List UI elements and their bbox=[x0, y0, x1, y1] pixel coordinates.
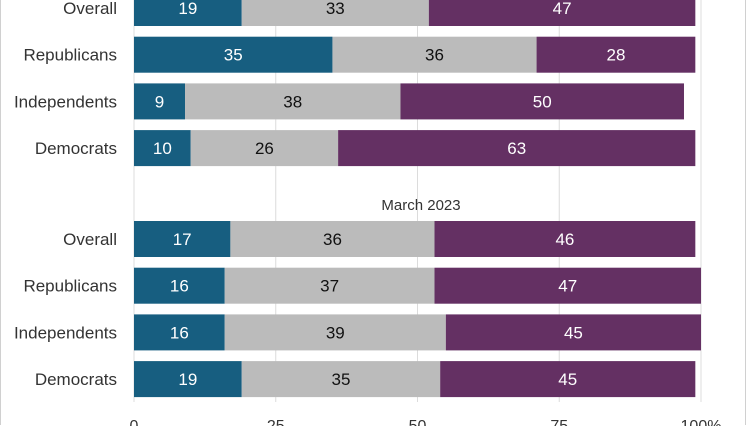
data-label: 36 bbox=[323, 230, 342, 249]
bar-segment bbox=[134, 361, 242, 398]
x-tick-label: 100% bbox=[681, 418, 722, 426]
bar-segment bbox=[134, 130, 191, 167]
x-tick-label: 0 bbox=[130, 418, 139, 426]
bar-segment bbox=[428, 0, 696, 26]
group-title: March 2023 bbox=[381, 197, 460, 214]
category-labels: Overall Republicans Independents Democrats M… bbox=[14, 0, 461, 389]
data-label: 46 bbox=[555, 230, 574, 249]
category-label: Independents bbox=[14, 92, 117, 111]
data-label: 28 bbox=[606, 46, 625, 65]
bar-segment bbox=[434, 221, 696, 257]
category-label: Democrats bbox=[35, 370, 117, 389]
x-tick-label: 25 bbox=[267, 418, 285, 426]
data-label: 63 bbox=[507, 139, 526, 158]
category-label: Republicans bbox=[23, 277, 117, 296]
bar-segment bbox=[241, 0, 429, 26]
x-tick-labels: 0 25 50 75 100% bbox=[130, 418, 722, 426]
data-label: 38 bbox=[283, 92, 302, 111]
data-label: 47 bbox=[553, 0, 572, 18]
bar-segment bbox=[185, 83, 401, 120]
bar-segment bbox=[134, 267, 225, 304]
bar-segment bbox=[190, 130, 339, 167]
bar-segment bbox=[241, 361, 441, 398]
category-label: Republicans bbox=[23, 46, 117, 65]
data-label: 9 bbox=[155, 92, 164, 111]
data-label: 36 bbox=[425, 46, 444, 65]
data-label: 45 bbox=[564, 323, 583, 342]
bar-segment bbox=[134, 314, 225, 351]
data-label: 37 bbox=[320, 277, 339, 296]
bar-segment bbox=[134, 83, 186, 120]
data-label: 50 bbox=[533, 92, 552, 111]
data-label: 45 bbox=[558, 370, 577, 389]
data-label: 35 bbox=[224, 46, 243, 65]
category-label: Overall bbox=[63, 230, 117, 249]
category-label: Overall bbox=[63, 0, 117, 18]
data-label: 33 bbox=[326, 0, 345, 18]
bar-segment bbox=[338, 130, 696, 167]
bar-segment bbox=[332, 36, 537, 73]
bar-segment bbox=[400, 83, 684, 120]
bar-segment bbox=[134, 221, 231, 257]
bar-segment bbox=[440, 361, 696, 398]
data-label: 26 bbox=[255, 139, 274, 158]
bar-segment bbox=[434, 267, 701, 304]
x-tick-label: 50 bbox=[409, 418, 427, 426]
data-label: 16 bbox=[170, 277, 189, 296]
bars: 19 33 47 35 36 28 9 38 50 10 26 63 17 36 46 16 37 47 16 39 4… bbox=[134, 0, 701, 398]
bar-segment bbox=[224, 267, 435, 304]
bar-segment bbox=[445, 314, 701, 351]
data-label: 39 bbox=[326, 323, 345, 342]
data-label: 17 bbox=[173, 230, 192, 249]
data-label: 47 bbox=[558, 277, 577, 296]
data-label: 10 bbox=[153, 139, 172, 158]
data-label: 35 bbox=[331, 370, 350, 389]
data-label: 16 bbox=[170, 323, 189, 342]
bar-segment bbox=[134, 0, 242, 26]
bar-segment bbox=[224, 314, 446, 351]
data-label: 19 bbox=[178, 370, 197, 389]
bar-segment bbox=[134, 36, 333, 73]
bar-segment bbox=[536, 36, 696, 73]
category-label: Independents bbox=[14, 323, 117, 342]
category-label: Democrats bbox=[35, 139, 117, 158]
data-label: 19 bbox=[178, 0, 197, 18]
bar-segment bbox=[230, 221, 435, 257]
x-tick-label: 75 bbox=[550, 418, 568, 426]
